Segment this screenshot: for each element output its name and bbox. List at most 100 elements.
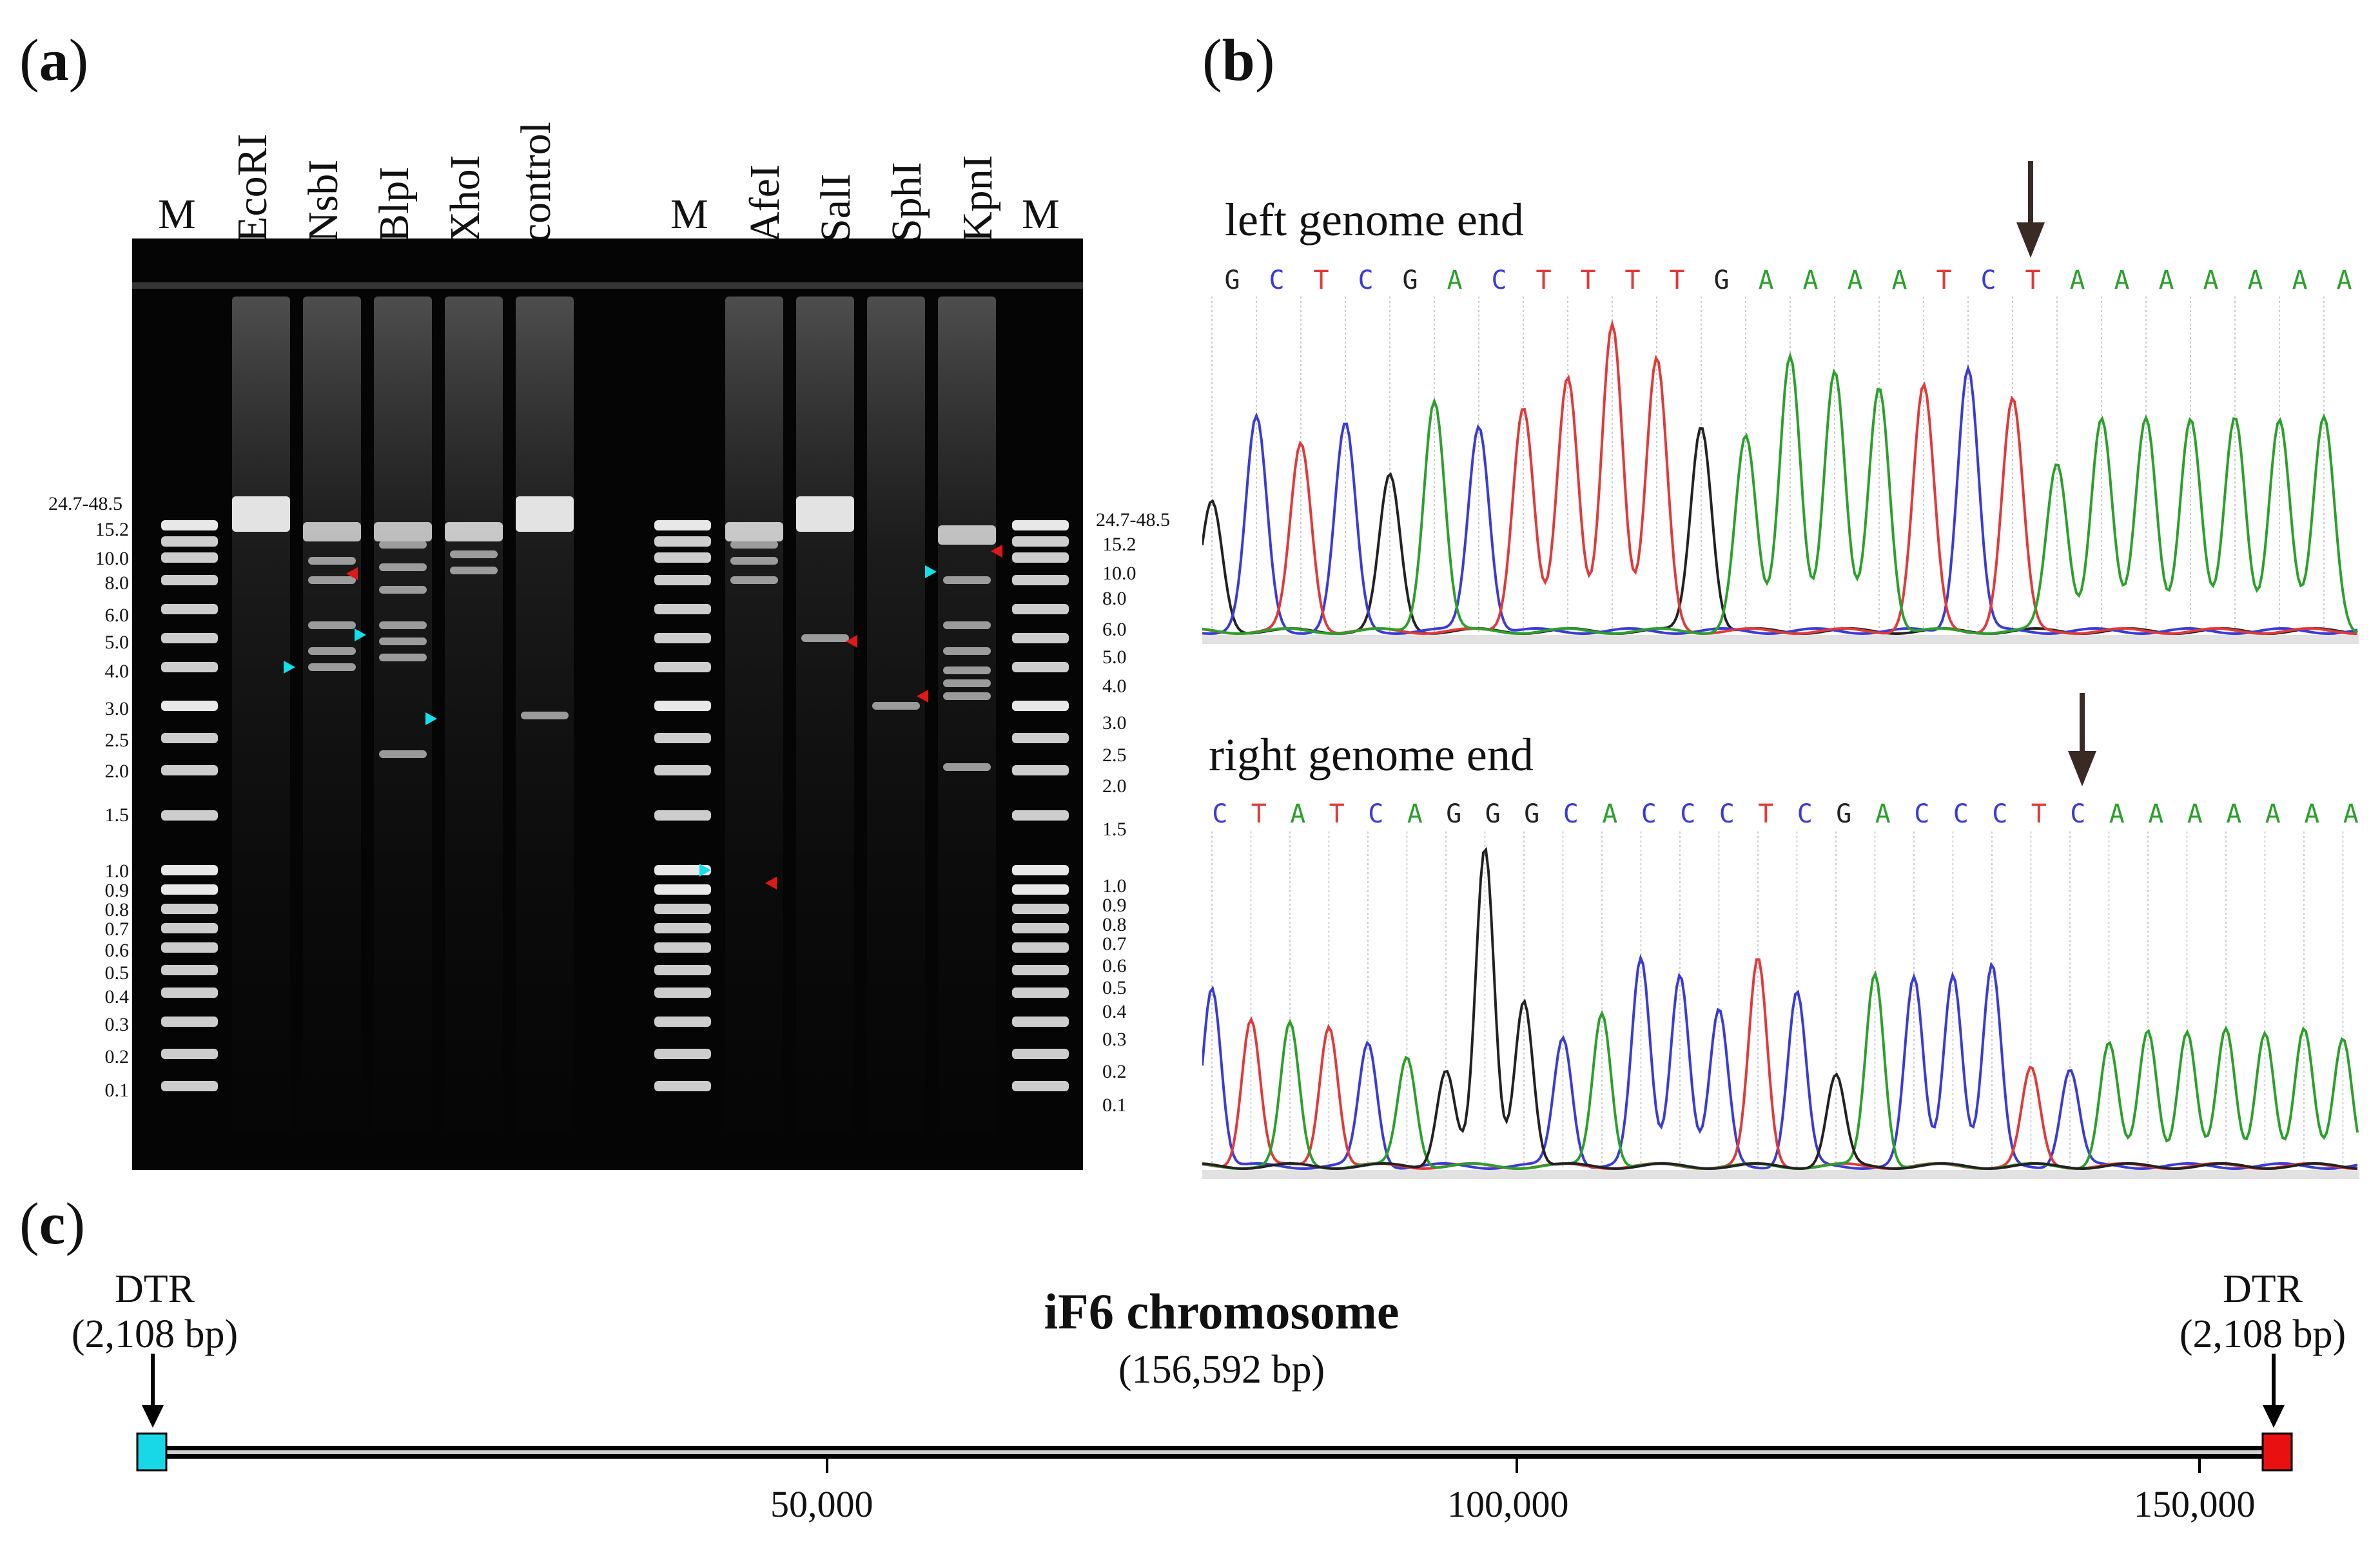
base-letter: C xyxy=(1719,799,1735,829)
ladder-band xyxy=(654,1049,711,1059)
high-mw-band xyxy=(232,496,290,532)
ladder-band xyxy=(654,520,711,530)
base-letter: T xyxy=(1580,266,1596,295)
base-letter: T xyxy=(1936,266,1952,295)
ladder-band xyxy=(161,604,218,614)
digest-band xyxy=(943,621,991,629)
ladder-band xyxy=(1012,575,1069,585)
dtr-right-box xyxy=(2261,1432,2293,1472)
digest-band xyxy=(730,557,778,565)
lane-label-xhoi: XhoI xyxy=(442,155,489,242)
ladder-band xyxy=(161,575,218,585)
base-letter: A xyxy=(2114,266,2130,295)
red-band-marker-icon xyxy=(846,635,857,648)
chromosome-map xyxy=(136,1354,2293,1473)
lane-label-m-left: M xyxy=(158,191,196,238)
left-trace-title: left genome end xyxy=(1225,194,1524,246)
digest-band xyxy=(730,541,778,549)
size-left-17: 0.4 xyxy=(104,986,130,1007)
base-letter: A xyxy=(2158,266,2174,295)
base-letter: A xyxy=(1847,266,1863,295)
ladder-band xyxy=(654,988,711,998)
digest-band xyxy=(303,522,361,541)
lane-label-m-right: M xyxy=(1022,191,1060,238)
digest-band xyxy=(379,637,427,645)
size-right-17: 0.4 xyxy=(1102,1001,1127,1022)
lane-label-afei: AfeI xyxy=(741,164,788,242)
ladder-band xyxy=(161,633,218,643)
digest-band xyxy=(725,522,783,541)
red-band-marker-icon xyxy=(346,567,358,580)
base-letter: C xyxy=(1368,799,1384,829)
digest-band xyxy=(943,576,991,584)
ladder-band xyxy=(1012,904,1069,914)
right-trace-title: right genome end xyxy=(1209,729,1534,781)
base-letter: A xyxy=(2148,799,2164,829)
size-left-15: 0.6 xyxy=(104,940,130,961)
digest-band xyxy=(445,522,503,541)
size-left-7: 3.0 xyxy=(104,698,130,719)
ladder-band xyxy=(1012,865,1069,875)
lane-label-kpni: KpnI xyxy=(954,155,1001,242)
cyan-band-marker-icon xyxy=(699,864,711,877)
ladder-band xyxy=(654,733,711,743)
digest-band xyxy=(379,750,427,758)
ladder-band xyxy=(654,810,711,821)
size-left-20: 0.1 xyxy=(104,1080,130,1101)
dtr-left-label: DTR (2,108 bp) xyxy=(68,1267,242,1357)
trace-c xyxy=(1202,364,2358,636)
red-band-marker-icon xyxy=(917,690,928,703)
lane-label-m-mid: M xyxy=(670,191,708,238)
digest-band xyxy=(308,557,356,565)
dtr-left-name: DTR xyxy=(115,1267,195,1311)
lane-label-control: control xyxy=(512,122,560,242)
base-letter: C xyxy=(1491,266,1507,295)
digest-band xyxy=(943,666,991,674)
chromosome-length: (156,592 bp) xyxy=(1118,1348,1325,1392)
ladder-band xyxy=(161,965,218,975)
base-letter: A xyxy=(1875,799,1891,829)
digest-band xyxy=(872,702,920,710)
base-letter: G xyxy=(1446,799,1462,829)
base-letter: A xyxy=(1891,266,1907,295)
ladder-band xyxy=(161,988,218,998)
ladder-band xyxy=(654,865,711,875)
base-letter: C xyxy=(1680,799,1696,829)
size-right-1: 15.2 xyxy=(1102,534,1136,555)
ladder-band xyxy=(1012,765,1069,775)
digest-band xyxy=(308,576,356,584)
red-band-marker-icon xyxy=(991,545,1002,558)
ladder-band xyxy=(1012,884,1069,895)
size-right-14: 0.7 xyxy=(1102,933,1127,955)
size-left-14: 0.7 xyxy=(104,919,130,940)
size-right-11: 1.0 xyxy=(1102,875,1127,897)
ladder-band xyxy=(654,536,711,547)
dtr-right-label: DTR (2,108 bp) xyxy=(2172,1267,2353,1357)
ladder-band xyxy=(654,1017,711,1027)
dtr-left-box xyxy=(136,1432,168,1472)
base-letter: C xyxy=(1358,266,1374,295)
digest-band xyxy=(450,567,498,574)
digest-band xyxy=(943,692,991,700)
ladder-band xyxy=(161,765,218,775)
size-right-19: 0.2 xyxy=(1102,1061,1127,1082)
digest-band xyxy=(730,576,778,584)
base-letter: T xyxy=(1313,266,1329,295)
trace-g xyxy=(1202,846,2358,1170)
digest-band xyxy=(308,647,356,655)
size-right-10: 1.5 xyxy=(1102,819,1127,840)
lane-smear xyxy=(796,297,854,1134)
base-letter: A xyxy=(2304,799,2320,829)
ladder-band xyxy=(654,552,711,563)
red-band-marker-icon xyxy=(765,877,777,890)
size-left-2: 10.0 xyxy=(95,548,130,569)
size-left-8: 2.5 xyxy=(104,730,130,751)
ladder-band xyxy=(1012,942,1069,953)
ladder-band xyxy=(161,1017,218,1027)
ladder-band xyxy=(1012,633,1069,643)
chromatogram-baseline xyxy=(1202,1170,2359,1179)
ladder-band xyxy=(654,701,711,711)
left-chromatogram xyxy=(1202,297,2359,644)
